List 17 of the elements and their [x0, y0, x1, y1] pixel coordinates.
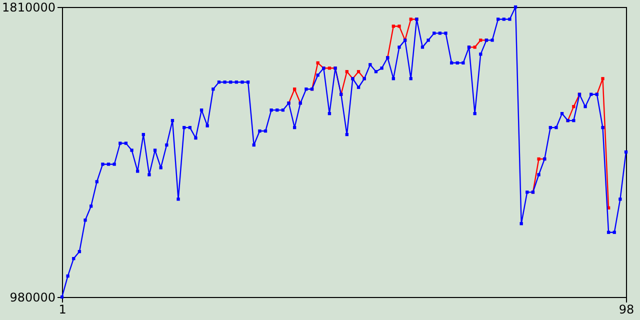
point — [537, 157, 540, 161]
x-tick-label: 98 — [618, 302, 634, 316]
point — [345, 70, 348, 74]
point — [356, 70, 360, 74]
point — [316, 61, 320, 64]
y-tick-label: 1810000 — [2, 0, 56, 14]
point — [328, 66, 332, 70]
point — [479, 38, 482, 42]
point — [392, 24, 396, 28]
point — [409, 18, 412, 21]
x-tick-label: 1 — [58, 302, 66, 316]
point — [601, 77, 604, 80]
y-tick-label: 980000 — [10, 290, 56, 304]
point — [572, 104, 576, 108]
point — [292, 88, 296, 91]
point — [473, 46, 476, 49]
point — [398, 24, 401, 28]
